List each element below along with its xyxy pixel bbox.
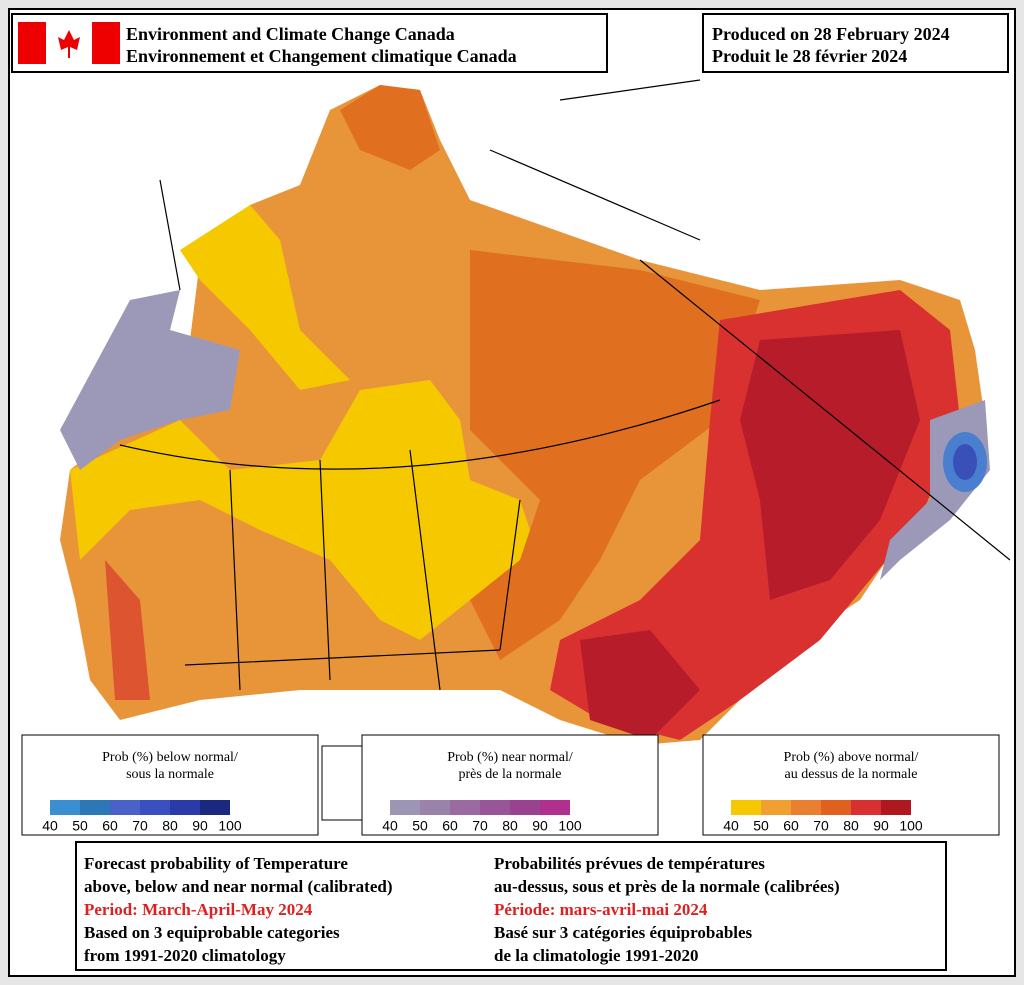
footer-line: Période: mars-avril-mai 2024 (494, 900, 708, 919)
legend-swatch (110, 800, 140, 815)
legend-swatch (761, 800, 791, 815)
legend-swatch (390, 800, 420, 815)
legend-swatch (881, 800, 911, 815)
legend-swatch (480, 800, 510, 815)
legend-tick: 90 (532, 818, 548, 834)
legend-tick: 80 (502, 818, 518, 834)
legend-tick: 70 (813, 818, 829, 834)
footer-line: Period: March-April-May 2024 (84, 900, 313, 919)
footer-box: Forecast probability of Temperature above… (75, 841, 947, 971)
legend-tick: 70 (132, 818, 148, 834)
agency-fr: Environnement et Changement climatique C… (126, 46, 517, 66)
legend-swatch (540, 800, 570, 815)
legend-tick: 50 (753, 818, 769, 834)
legend-tick: 60 (442, 818, 458, 834)
footer-line: from 1991-2020 climatology (84, 946, 286, 965)
legend-box (702, 734, 1000, 836)
legend-box (361, 734, 659, 836)
legend-title: sous la normale (126, 767, 214, 782)
legend-tick: 80 (843, 818, 859, 834)
legend-swatch (791, 800, 821, 815)
legend-tick: 80 (162, 818, 178, 834)
agency-en: Environment and Climate Change Canada (126, 24, 455, 44)
legend-tick: 100 (558, 818, 582, 834)
legend-swatch (510, 800, 540, 815)
spacer-box (321, 745, 363, 821)
footer-line: au-dessus, sous et près de la normale (c… (494, 877, 840, 896)
legend-tick: 70 (472, 818, 488, 834)
footer-text: Forecast probability of Temperature above… (84, 854, 840, 965)
legend-swatch (80, 800, 110, 815)
legend-swatch (731, 800, 761, 815)
legend-title: Prob (%) above normal/ (784, 750, 919, 765)
legend-tick: 60 (102, 818, 118, 834)
produced-en: Produced on 28 February 2024 (712, 24, 950, 44)
legend-tick: 60 (783, 818, 799, 834)
footer-line: Based on 3 equiprobable categories (84, 923, 340, 942)
legend-swatch (420, 800, 450, 815)
footer-line: Basé sur 3 catégories équiprobables (494, 923, 753, 942)
produced-fr: Produit le 28 février 2024 (712, 46, 907, 66)
footer-line: above, below and near normal (calibrated… (84, 877, 393, 896)
legends: Prob (%) below normal/sous la normale 40 5… (21, 734, 1000, 836)
legend-box (21, 734, 319, 836)
legend-title: Prob (%) below normal/ (102, 750, 238, 765)
header-agency-box: Environment and Climate Change Canada En… (11, 13, 608, 73)
legend-tick: 40 (382, 818, 398, 834)
header-produced-box: Produced on 28 February 2024 Produit le … (702, 13, 1009, 73)
legend-swatch (200, 800, 230, 815)
legend-tick: 40 (42, 818, 58, 834)
legend-swatch (450, 800, 480, 815)
legend-title: près de la normale (458, 767, 561, 782)
legend-tick: 100 (218, 818, 242, 834)
legend-tick: 100 (899, 818, 923, 834)
legend-title: au dessus de la normale (785, 767, 918, 782)
footer-line: de la climatologie 1991-2020 (494, 946, 698, 965)
legend-tick: 90 (873, 818, 889, 834)
footer-line: Forecast probability of Temperature (84, 854, 348, 873)
legend-tick: 90 (192, 818, 208, 834)
legend-swatch (50, 800, 80, 815)
legend-tick: 50 (72, 818, 88, 834)
forecast-map (60, 79, 1011, 745)
maple-leaf (58, 30, 80, 58)
footer-line: Probabilités prévues de températures (494, 854, 765, 873)
legend-swatch (140, 800, 170, 815)
legend-tick: 40 (723, 818, 739, 834)
legend-swatch (851, 800, 881, 815)
legend-swatch (821, 800, 851, 815)
legend-swatch (170, 800, 200, 815)
legend-title: Prob (%) near normal/ (447, 750, 573, 765)
legend-tick: 50 (412, 818, 428, 834)
